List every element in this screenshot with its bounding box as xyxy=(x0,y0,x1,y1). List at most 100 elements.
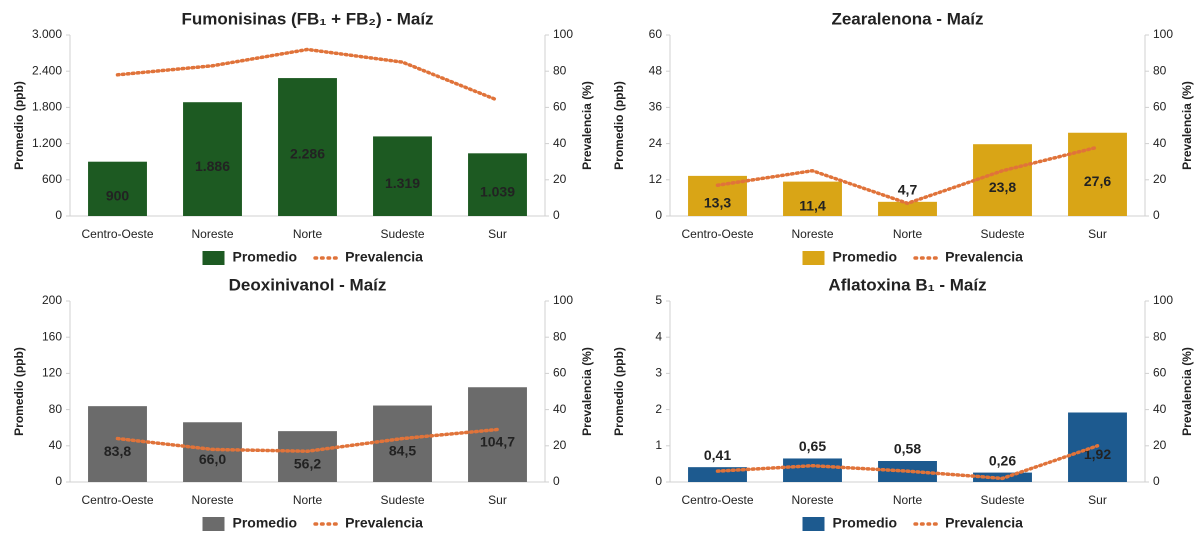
x-tick-label: Noreste xyxy=(791,493,833,507)
value-label: 1.886 xyxy=(195,158,230,174)
value-label: 104,7 xyxy=(480,433,515,449)
value-label: 0,65 xyxy=(799,438,826,454)
value-label: 2.286 xyxy=(290,146,325,162)
x-tick-label: Noreste xyxy=(191,493,233,507)
y-tick-label: 200 xyxy=(42,293,62,307)
value-label: 0,26 xyxy=(989,452,1016,468)
bar xyxy=(373,405,432,482)
value-label: 0,58 xyxy=(894,441,921,457)
value-label: 84,5 xyxy=(389,442,416,458)
bar xyxy=(468,387,527,482)
bar xyxy=(878,201,937,216)
y-tick-label: 40 xyxy=(49,438,63,452)
y2-tick-label: 20 xyxy=(1153,438,1167,452)
bar xyxy=(373,136,432,216)
legend-label: Promedio xyxy=(833,249,898,265)
x-tick-label: Norte xyxy=(293,493,323,507)
y-tick-label: 80 xyxy=(49,402,63,416)
legend-label: Prevalencia xyxy=(345,249,423,265)
y-tick-label: 36 xyxy=(649,100,663,114)
y-tick-label: 0 xyxy=(55,474,62,488)
y2-tick-label: 20 xyxy=(553,438,567,452)
y2-tick-label: 20 xyxy=(1153,172,1167,186)
value-label: 4,7 xyxy=(898,182,918,198)
bar xyxy=(88,406,147,482)
value-label: 56,2 xyxy=(294,455,321,471)
y-tick-label: 1 xyxy=(655,438,662,452)
y-tick-label: 3.000 xyxy=(32,27,62,41)
value-label: 66,0 xyxy=(199,451,226,467)
y-tick-label: 60 xyxy=(649,27,663,41)
chart-title: Aflatoxina B₁ - Maíz xyxy=(828,275,986,294)
y-tick-label: 0 xyxy=(55,208,62,222)
x-tick-label: Sudeste xyxy=(980,493,1024,507)
x-tick-label: Sur xyxy=(488,493,507,507)
x-tick-label: Centro-Oeste xyxy=(681,493,753,507)
y2-tick-label: 100 xyxy=(1153,293,1173,307)
chart-panel: Fumonisinas (FB₁ + FB₂) - Maíz 0 600 1.200 1… xyxy=(12,9,594,265)
bar xyxy=(183,102,242,216)
bar xyxy=(783,458,842,482)
bar xyxy=(88,161,147,216)
y2-tick-label: 0 xyxy=(553,474,560,488)
y-tick-label: 120 xyxy=(42,366,62,380)
y2-axis-title: Prevalencia (%) xyxy=(580,81,594,170)
value-label: 27,6 xyxy=(1084,173,1111,189)
y2-axis-title: Prevalencia (%) xyxy=(580,347,594,436)
chart-panel: Zearalenona - Maíz 0 12 24 36 48 60 0 20 40 60 80 10… xyxy=(612,9,1194,265)
legend-label: Promedio xyxy=(233,249,298,265)
x-tick-label: Sudeste xyxy=(380,493,424,507)
prevalence-line xyxy=(715,444,1100,481)
bar xyxy=(278,431,337,482)
legend-swatch xyxy=(802,251,825,265)
y-tick-label: 48 xyxy=(649,63,663,77)
y-tick-label: 5 xyxy=(655,293,662,307)
y2-tick-label: 0 xyxy=(1153,208,1160,222)
bar xyxy=(468,153,527,216)
chart-title: Fumonisinas (FB₁ + FB₂) - Maíz xyxy=(181,9,433,28)
y2-tick-label: 80 xyxy=(1153,63,1167,77)
y-tick-label: 12 xyxy=(649,172,663,186)
y2-tick-label: 100 xyxy=(1153,27,1173,41)
y-tick-label: 1.200 xyxy=(32,136,62,150)
chart-title: Zearalenona - Maíz xyxy=(831,9,983,28)
legend-label: Prevalencia xyxy=(945,249,1023,265)
value-label: 1,92 xyxy=(1084,446,1111,462)
y-axis-title: Promedio (ppb) xyxy=(12,81,26,170)
value-label: 900 xyxy=(106,188,130,204)
x-tick-label: Norte xyxy=(893,493,923,507)
chart-panel: Aflatoxina B₁ - Maíz 0 1 2 3 4 5 0 20 40 60 80 100 Pr… xyxy=(612,275,1194,531)
x-tick-label: Sur xyxy=(1088,493,1107,507)
legend-label: Prevalencia xyxy=(345,515,423,531)
chart-title: Deoxinivanol - Maíz xyxy=(229,275,387,294)
x-tick-label: Centro-Oeste xyxy=(681,227,753,241)
y2-axis-title: Prevalencia (%) xyxy=(1180,81,1194,170)
value-label: 83,8 xyxy=(104,443,131,459)
value-label: 1.319 xyxy=(385,175,420,191)
y-tick-label: 600 xyxy=(42,172,62,186)
y-tick-label: 3 xyxy=(655,366,662,380)
y-axis-title: Promedio (ppb) xyxy=(612,347,626,436)
y2-tick-label: 80 xyxy=(1153,329,1167,343)
x-tick-label: Sur xyxy=(488,227,507,241)
y2-tick-label: 100 xyxy=(553,293,573,307)
bar xyxy=(183,422,242,482)
y-tick-label: 1.800 xyxy=(32,100,62,114)
y2-axis-title: Prevalencia (%) xyxy=(1180,347,1194,436)
x-tick-label: Centro-Oeste xyxy=(81,227,153,241)
y2-tick-label: 60 xyxy=(1153,100,1167,114)
prevalence-line xyxy=(715,145,1100,206)
y2-tick-label: 100 xyxy=(553,27,573,41)
x-tick-label: Sur xyxy=(1088,227,1107,241)
value-label: 13,3 xyxy=(704,195,731,211)
legend-swatch xyxy=(202,251,225,265)
y-tick-label: 160 xyxy=(42,329,62,343)
bar xyxy=(1068,132,1127,216)
y-tick-label: 0 xyxy=(655,474,662,488)
y-tick-label: 24 xyxy=(649,136,663,150)
bar xyxy=(278,78,337,216)
legend-label: Promedio xyxy=(233,515,298,531)
legend-label: Prevalencia xyxy=(945,515,1023,531)
y2-tick-label: 80 xyxy=(553,329,567,343)
